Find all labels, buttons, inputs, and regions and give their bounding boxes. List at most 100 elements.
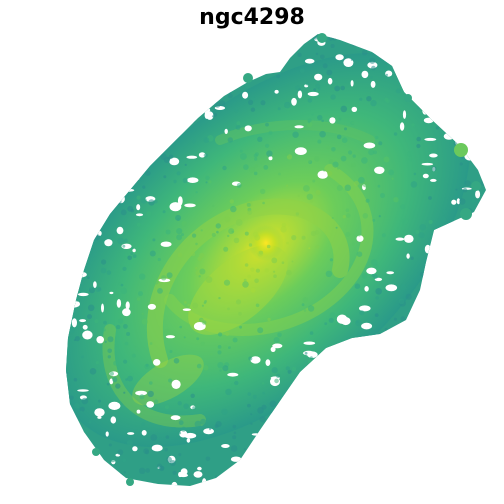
texture-speck (303, 309, 307, 312)
texture-speck (410, 256, 414, 260)
data-gap (386, 271, 395, 275)
texture-speck (255, 152, 259, 157)
texture-speck (111, 112, 117, 119)
texture-speck (66, 373, 70, 380)
texture-speck (293, 381, 299, 387)
texture-speck (159, 465, 165, 471)
texture-speck (239, 325, 243, 329)
data-gap (451, 286, 463, 294)
texture-speck (173, 179, 177, 184)
texture-speck (450, 306, 456, 311)
data-gap (418, 90, 427, 96)
texture-speck (261, 382, 265, 385)
texture-speck (98, 140, 106, 147)
data-gap (351, 106, 358, 112)
data-gap (186, 438, 191, 443)
data-gap (108, 401, 121, 410)
texture-speck (329, 312, 336, 319)
data-gap (480, 427, 486, 435)
texture-speck (478, 141, 481, 144)
texture-speck (240, 153, 247, 160)
texture-speck (381, 437, 387, 443)
texture-speck (139, 394, 145, 400)
texture-speck (333, 456, 337, 460)
texture-speck (328, 159, 334, 165)
texture-speck (111, 482, 115, 486)
data-gap (105, 431, 109, 437)
texture-speck (119, 103, 122, 107)
data-gap (439, 441, 451, 444)
data-gap (82, 330, 93, 340)
data-gap (263, 34, 269, 36)
texture-speck (446, 34, 450, 38)
texture-speck (257, 250, 264, 257)
texture-speck (393, 317, 397, 321)
texture-speck (80, 439, 84, 443)
texture-speck (162, 210, 166, 214)
texture-speck (440, 258, 446, 264)
data-gap (178, 471, 183, 478)
texture-speck (176, 41, 179, 44)
texture-speck (108, 158, 116, 166)
texture-speck (319, 130, 326, 138)
texture-speck (250, 422, 253, 425)
texture-speck (217, 350, 222, 355)
texture-speck (401, 218, 409, 225)
texture-speck (308, 393, 312, 397)
data-gap (132, 248, 136, 253)
texture-speck (129, 184, 133, 188)
texture-speck (149, 85, 156, 91)
texture-speck (123, 136, 130, 143)
texture-speck (192, 139, 196, 144)
data-gap (78, 244, 85, 251)
texture-speck (386, 62, 393, 69)
texture-speck (85, 173, 90, 179)
texture-speck (112, 139, 119, 146)
data-gap (406, 253, 410, 259)
texture-speck (99, 215, 106, 222)
data-gap (126, 175, 135, 180)
texture-speck (196, 80, 202, 86)
texture-speck (83, 475, 88, 481)
data-gap (318, 407, 324, 415)
texture-speck (119, 175, 125, 181)
texture-speck (122, 244, 126, 248)
texture-speck (79, 235, 83, 238)
texture-speck (327, 170, 333, 177)
texture-speck (271, 257, 278, 264)
data-gap (93, 281, 97, 288)
data-gap (136, 204, 141, 211)
texture-speck (435, 260, 442, 267)
texture-speck (320, 54, 325, 60)
data-gap (406, 445, 413, 455)
data-gap (197, 466, 202, 471)
texture-speck (366, 96, 372, 102)
data-gap (456, 340, 462, 347)
texture-speck (195, 242, 198, 246)
data-gap (117, 65, 126, 74)
data-gap (439, 448, 446, 457)
data-gap (426, 388, 436, 393)
texture-speck (220, 34, 226, 38)
data-gap (397, 62, 406, 66)
texture-speck (100, 152, 105, 157)
texture-speck (422, 363, 427, 368)
texture-speck (359, 97, 363, 101)
data-gap (165, 335, 175, 339)
texture-speck (234, 380, 239, 386)
data-gap (141, 430, 147, 436)
texture-speck (200, 229, 203, 232)
texture-speck (340, 155, 347, 162)
texture-speck (315, 189, 321, 196)
data-gap (66, 108, 68, 116)
texture-speck (157, 257, 161, 262)
texture-speck (446, 362, 450, 366)
texture-speck (197, 256, 203, 262)
texture-speck (248, 99, 254, 105)
data-gap (373, 481, 383, 486)
data-gap (280, 53, 289, 61)
data-gap (66, 99, 72, 105)
texture-speck (202, 320, 207, 325)
texture-speck (418, 358, 423, 363)
texture-speck (481, 408, 486, 414)
